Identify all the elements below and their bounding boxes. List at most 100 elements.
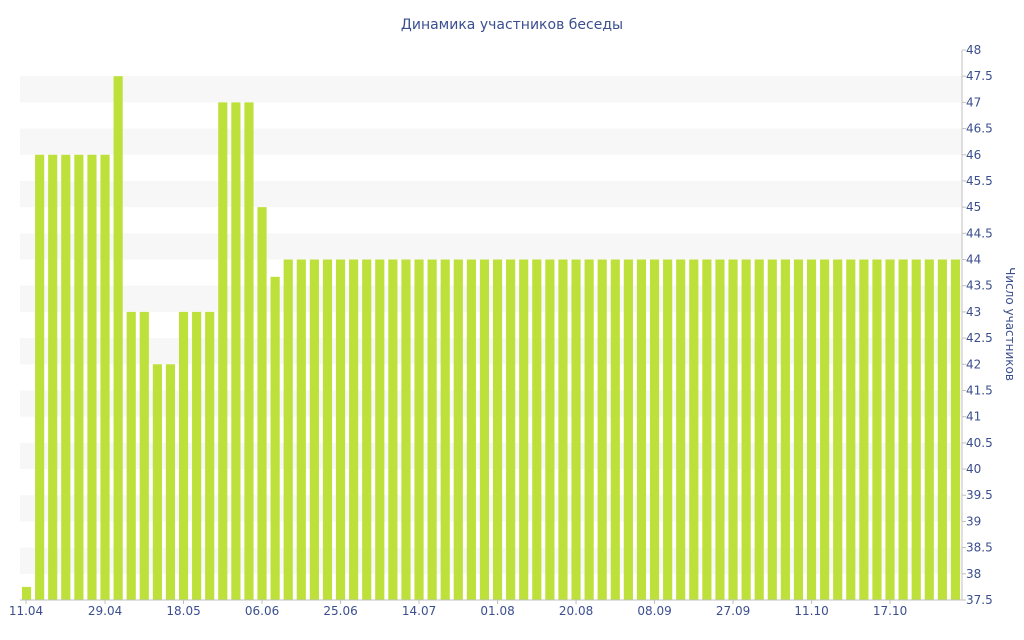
x-tick-label: 01.08 [480, 604, 514, 618]
bar [479, 259, 490, 600]
y-tick-label: 42 [966, 357, 981, 371]
bar [113, 76, 123, 600]
grid-band [20, 495, 962, 522]
bar [911, 259, 921, 600]
x-tick-label: 27.09 [716, 604, 750, 618]
bar [87, 154, 97, 600]
y-tick-label: 43 [966, 305, 981, 319]
y-tick-label: 43.5 [966, 279, 993, 293]
bar [636, 259, 647, 600]
bar [741, 259, 751, 600]
bar [61, 154, 71, 600]
bar [192, 311, 202, 600]
y-tick-label: 45.5 [966, 174, 993, 188]
x-tick-label: 17.10 [873, 604, 907, 618]
x-tick-label: 29.04 [88, 604, 122, 618]
y-axis-label: Число участников [1003, 267, 1017, 381]
bar [767, 259, 777, 600]
bar [833, 259, 843, 600]
bar [846, 259, 856, 600]
y-tick-label: 47.5 [966, 69, 993, 83]
bar [728, 259, 738, 600]
x-tick-label: 25.06 [323, 604, 357, 618]
bar [571, 259, 581, 600]
grid-band [20, 180, 962, 208]
bar [322, 259, 333, 600]
x-tick-label: 06.06 [245, 604, 279, 618]
bar [21, 586, 32, 600]
bar [885, 259, 895, 600]
bar [689, 259, 699, 600]
bar [754, 259, 764, 600]
bar [715, 259, 725, 600]
bar [427, 259, 437, 600]
y-tick-label: 42.5 [966, 331, 993, 345]
bar [401, 259, 411, 600]
bar [558, 259, 568, 600]
bar [820, 259, 830, 600]
bar [623, 259, 633, 600]
bar [453, 259, 463, 600]
bar [388, 259, 398, 600]
y-tick-label: 38 [966, 567, 981, 581]
bar [702, 259, 712, 600]
bar [74, 154, 84, 600]
grid-bands [20, 76, 962, 574]
grid-band [20, 285, 962, 312]
y-tick-label: 41 [966, 410, 981, 424]
y-tick-label: 39.5 [966, 488, 993, 502]
y-tick-label: 47 [966, 95, 981, 109]
bar [649, 259, 660, 600]
y-tick-label: 46.5 [966, 122, 993, 136]
bar [545, 259, 555, 600]
y-tick-label: 44 [966, 253, 981, 267]
bar [362, 259, 372, 600]
bar [231, 102, 241, 600]
x-axis-ticks: 11.04 29.04 18.05 06.06 25.06 14.07 01.08 20.08… [9, 599, 962, 618]
bar [35, 154, 45, 600]
bar [898, 259, 908, 600]
bar [257, 207, 267, 600]
bar [218, 102, 228, 600]
bar [244, 102, 254, 600]
y-tick-label: 39 [966, 514, 981, 528]
grid-band [20, 128, 962, 155]
bar [492, 259, 503, 600]
x-tick-label: 18.05 [166, 604, 200, 618]
y-tick-label: 40 [966, 462, 981, 476]
bar [205, 311, 215, 600]
bar [610, 259, 620, 600]
bar [270, 276, 280, 600]
bar [532, 259, 542, 600]
bar [139, 311, 149, 600]
y-tick-label: 38.5 [966, 541, 993, 555]
bar [519, 259, 529, 600]
y-tick-label: 40.5 [966, 436, 993, 450]
bar [597, 259, 607, 600]
bar-series [21, 76, 961, 600]
bar [676, 259, 686, 600]
grid-band [20, 338, 962, 365]
bar [126, 311, 136, 600]
bar [780, 259, 790, 600]
bar [663, 259, 673, 600]
x-tick-label: 08.09 [637, 604, 671, 618]
bar [793, 259, 804, 600]
bar [584, 259, 594, 600]
bar [924, 259, 934, 600]
bar [506, 259, 516, 600]
grid-band [20, 233, 962, 260]
grid-band [20, 442, 962, 470]
bar [859, 259, 869, 600]
bar [440, 259, 450, 600]
y-axis-ticks: 37.5 38 38.5 39 39.5 40 40.5 41 41.5 42 42.5 43 43.5… [961, 43, 993, 607]
x-tick-label: 20.08 [559, 604, 593, 618]
y-tick-label: 48 [966, 43, 981, 57]
bar [309, 259, 319, 600]
bar [414, 259, 424, 600]
y-tick-label: 46 [966, 148, 981, 162]
bar [950, 259, 961, 600]
y-tick-label: 41.5 [966, 383, 993, 397]
bar [296, 259, 306, 600]
